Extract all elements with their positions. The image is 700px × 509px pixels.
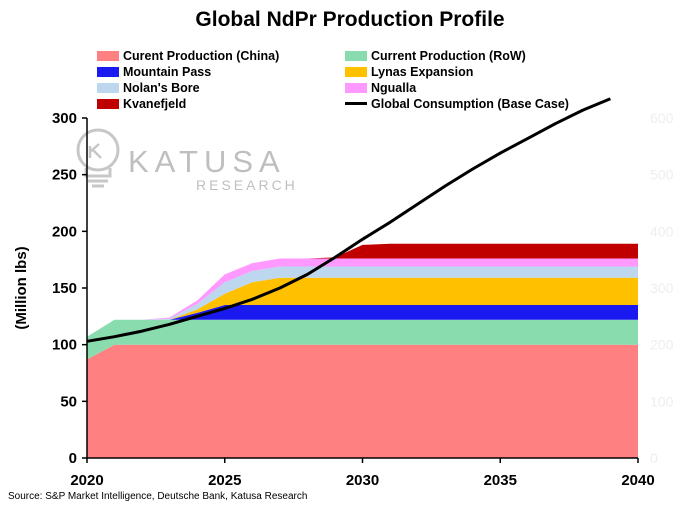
legend-swatch-kvanefjeld <box>97 98 119 109</box>
legend-item-consumption: Global Consumption (Base Case) <box>345 97 569 111</box>
axes: 0 50 100 150 200 250 300 2020 2025 2030 2035 2040 0 1… <box>13 110 674 489</box>
area-china <box>87 344 638 458</box>
y-tick-label: 150 <box>52 280 77 297</box>
legend-item-row: Current Production (RoW) <box>345 49 526 63</box>
line-consumption <box>86 97 611 343</box>
legend-swatch-nolans-bore <box>97 82 119 93</box>
x-tick-label: 2025 <box>208 472 241 489</box>
legend-line-consumption <box>345 102 367 106</box>
x-tick-label: 2040 <box>621 472 654 489</box>
area-kvanefjeld <box>87 243 638 337</box>
legend-swatch-china <box>97 50 119 61</box>
area-nolans-bore <box>87 266 638 337</box>
legend-item-china: Curent Production (China) <box>97 49 279 63</box>
stacked-areas <box>87 243 638 458</box>
y-tick-label: 300 <box>52 110 77 127</box>
area-ngualla <box>87 258 638 337</box>
x-tick-label: 2030 <box>346 472 379 489</box>
katusa-watermark: KATUSA RESEARCH <box>76 128 298 193</box>
right-y-tick-label: 100 <box>650 393 674 409</box>
legend-label-ngualla: Ngualla <box>371 81 417 95</box>
x-tick-label: 2035 <box>484 472 517 489</box>
legend-item-lynas: Lynas Expansion <box>345 65 473 79</box>
y-tick-label: 250 <box>52 167 77 184</box>
y-tick-label: 50 <box>60 393 77 410</box>
right-y-tick-label: 400 <box>650 223 674 239</box>
legend-label-kvanefjeld: Kvanefjeld <box>123 97 187 111</box>
right-y-tick-label: 300 <box>650 280 674 296</box>
legend-label-consumption: Global Consumption (Base Case) <box>371 97 569 111</box>
legend-label-lynas: Lynas Expansion <box>371 65 474 79</box>
legend-label-china: Curent Production (China) <box>123 49 280 63</box>
legend-label-row: Current Production (RoW) <box>371 49 526 63</box>
legend-item-kvanefjeld: Kvanefjeld <box>97 97 186 111</box>
y-axis-label: (Million lbs) <box>13 246 30 329</box>
right-y-tick-label: 200 <box>650 337 674 353</box>
legend-swatch-ngualla <box>345 82 367 93</box>
legend-item-ngualla: Ngualla <box>345 81 416 95</box>
legend-label-mountain-pass: Mountain Pass <box>123 65 212 79</box>
right-y-tick-label: 0 <box>650 450 658 466</box>
area-mountain-pass <box>87 305 638 337</box>
chart-title: Global NdPr Production Profile <box>195 8 505 31</box>
y-tick-label: 100 <box>52 337 77 354</box>
legend-swatch-mountain-pass <box>97 66 119 77</box>
legend-swatch-lynas <box>345 66 367 77</box>
right-y-tick-label: 600 <box>650 110 674 126</box>
x-tick-label: 2020 <box>70 472 103 489</box>
source-note: Source: S&P Market Intelligence, Deutsch… <box>8 491 308 502</box>
legend-label-nolans-bore: Nolan's Bore <box>123 81 200 95</box>
y-tick-label: 0 <box>69 450 77 467</box>
consumption-line-layer <box>86 97 611 343</box>
legend-item-nolans-bore: Nolan's Bore <box>97 81 200 95</box>
lightbulb-icon <box>76 128 120 188</box>
watermark-brand: KATUSA <box>128 144 286 179</box>
area-row <box>87 319 638 360</box>
watermark-sub: RESEARCH <box>196 177 298 193</box>
area-lynas <box>87 277 638 337</box>
right-y-tick-label: 500 <box>650 167 674 183</box>
y-tick-label: 200 <box>52 223 77 240</box>
legend-swatch-row <box>345 50 367 61</box>
legend-item-mountain-pass: Mountain Pass <box>97 65 211 79</box>
